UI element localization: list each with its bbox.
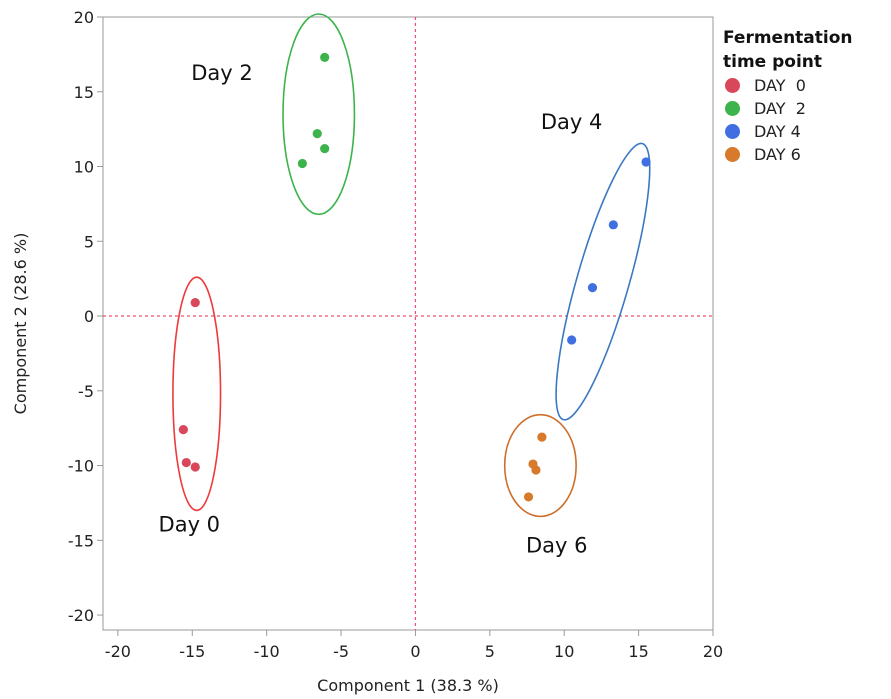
x-tick-label: 0 [410,642,420,661]
y-axis-title: Component 2 (28.6 %) [11,233,30,415]
confidence-ellipses [172,13,651,518]
point-day-0 [178,425,188,435]
point-day-2 [320,52,330,62]
legend-item: DAY 6 [723,143,891,166]
legend-swatch [725,101,740,116]
legend-swatch [725,124,740,139]
x-tick-label: 15 [628,642,648,661]
annotation-day-2: Day 2 [191,61,253,85]
x-axis-ticks: -20 -15 -10 -5 0 5 10 15 20 [105,630,723,661]
annotation-day-4: Day 4 [541,110,603,134]
ellipse-day-6 [503,413,577,518]
x-tick-label: -20 [105,642,131,661]
legend-item: DAY 4 [723,120,891,143]
x-tick-label: -5 [333,642,349,661]
point-day-4 [587,283,598,293]
legend-items: DAY 0 DAY 2 DAY 4 DAY 6 [723,74,891,166]
legend-label: DAY 4 [754,122,801,141]
point-day-4 [567,335,577,345]
annotation-day-0: Day 0 [159,512,221,536]
point-day-6 [537,432,547,442]
y-tick-label: 10 [74,158,94,177]
point-day-6 [531,465,541,475]
y-tick-label: 15 [74,83,94,102]
y-tick-label: -5 [78,382,94,401]
group-annotations: Day 2 Day 4 Day 0 Day 6 [159,61,603,557]
ellipse-day-2 [282,13,356,216]
ellipse-day-4 [555,142,651,421]
y-tick-label: -15 [68,531,94,550]
plot-frame [102,16,714,631]
reference-lines [103,17,713,630]
legend-label: DAY 0 [754,76,806,95]
x-axis-title: Component 1 (38.3 %) [317,676,499,695]
x-tick-label: -10 [254,642,280,661]
y-axis-ticks: -20 -15 -10 -5 0 5 10 15 20 [68,8,103,625]
y-tick-label: -20 [68,606,94,625]
data-points [178,52,651,502]
point-day-0 [190,462,200,472]
point-day-2 [312,129,322,139]
annotation-day-6: Day 6 [526,533,588,557]
point-day-4 [641,157,651,167]
point-day-0 [181,457,191,468]
point-day-4 [608,220,618,230]
y-tick-label: 20 [74,8,94,27]
legend-item: DAY 0 [723,74,891,97]
legend-swatch [725,78,740,93]
point-day-2 [297,158,307,169]
legend-title: Fermentation time point [723,28,853,72]
x-tick-label: 5 [485,642,495,661]
x-tick-label: 20 [703,642,723,661]
legend-label: DAY 6 [754,145,801,164]
point-day-2 [320,143,330,154]
point-day-6 [523,492,534,502]
x-tick-label: -15 [179,642,205,661]
legend-item: DAY 2 [723,97,891,120]
legend-label: DAY 2 [754,99,806,118]
y-tick-label: 0 [84,307,94,326]
y-tick-label: 5 [84,232,94,251]
x-tick-label: 10 [554,642,574,661]
y-tick-label: -10 [68,457,94,476]
legend-swatch [725,147,740,162]
ellipse-day-0 [172,276,222,512]
point-day-0 [190,297,200,308]
